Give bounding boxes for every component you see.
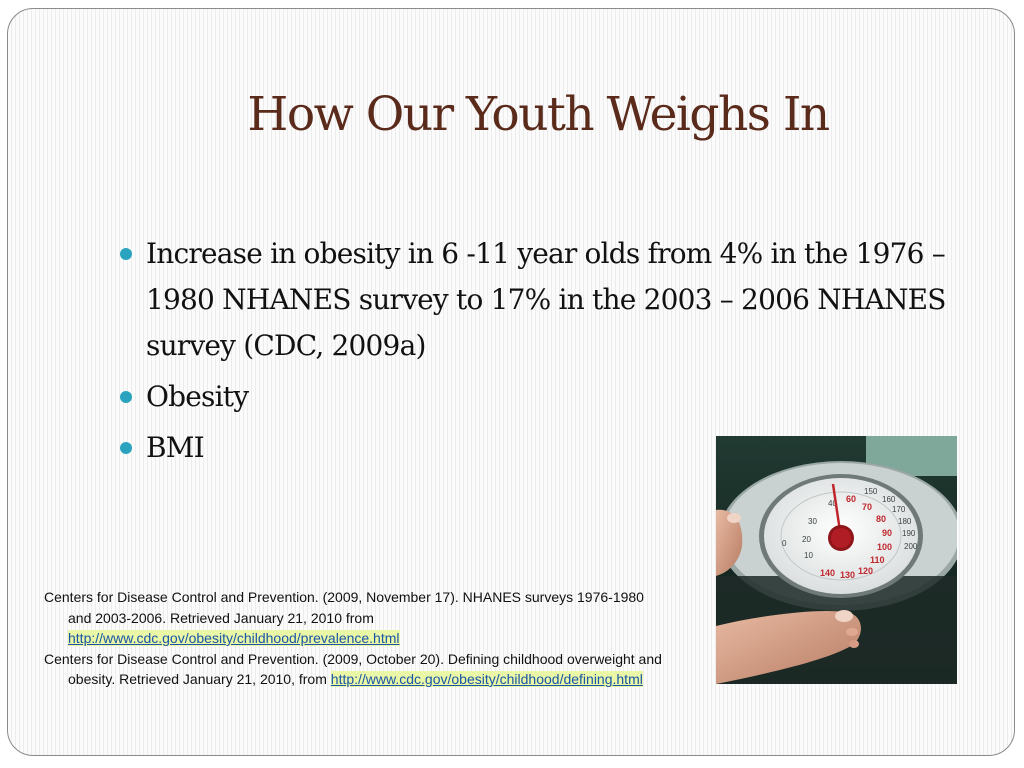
right-foot: [716, 610, 861, 684]
bullet-dot-icon: [120, 442, 132, 454]
dial-number: 180: [898, 517, 912, 526]
dial-number: 40: [828, 499, 837, 508]
reference-text: Centers for Disease Control and Preventi…: [44, 650, 662, 688]
dial-number: 130: [840, 570, 855, 580]
dial-number: 110: [870, 555, 885, 565]
bathroom-scale-image: 60 70 80 90 100 110 120 130 140 150 160 …: [716, 436, 957, 684]
slide-title: How Our Youth Weighs In: [247, 87, 830, 142]
slide: How Our Youth Weighs In Increase in obes…: [7, 8, 1015, 756]
dial-number: 160: [882, 495, 896, 504]
dial-number: 150: [864, 487, 878, 496]
dial-number: 10: [804, 551, 813, 560]
bullet-item: Increase in obesity in 6 -11 year olds f…: [120, 231, 980, 369]
bullet-text: Obesity: [146, 380, 249, 413]
reference-item: Centers for Disease Control and Preventi…: [44, 649, 664, 690]
dial-number: 90: [882, 528, 892, 538]
bullet-item: Obesity: [120, 374, 980, 420]
bullet-text: BMI: [146, 431, 205, 464]
scale-photo: 60 70 80 90 100 110 120 130 140 150 160 …: [716, 436, 957, 684]
dial-number: 70: [862, 502, 872, 512]
bullet-dot-icon: [120, 391, 132, 403]
dial-number: 60: [846, 494, 856, 504]
bullet-list: Increase in obesity in 6 -11 year olds f…: [120, 231, 980, 476]
dial-number: 120: [858, 566, 873, 576]
dial-number: 30: [808, 517, 817, 526]
dial-number: 140: [820, 568, 835, 578]
reference-text: Centers for Disease Control and Preventi…: [44, 589, 644, 626]
left-foot: [716, 509, 743, 576]
dial-number: 200: [904, 542, 918, 551]
reference-link[interactable]: http://www.cdc.gov/obesity/childhood/def…: [330, 671, 643, 687]
dial-number: 0: [782, 539, 787, 548]
bullet-dot-icon: [120, 248, 132, 260]
dial-number: 100: [877, 542, 892, 552]
references: Centers for Disease Control and Preventi…: [44, 587, 664, 690]
dial-number: 190: [902, 529, 916, 538]
dial-number: 20: [802, 535, 811, 544]
reference-link[interactable]: http://www.cdc.gov/obesity/childhood/pre…: [68, 630, 400, 646]
bullet-text: Increase in obesity in 6 -11 year olds f…: [146, 237, 946, 362]
scale-dial-numbers: 60 70 80 90 100 110 120 130 140: [820, 494, 892, 580]
dial-number: 170: [892, 505, 906, 514]
reference-item: Centers for Disease Control and Preventi…: [44, 587, 664, 649]
dial-number: 80: [876, 514, 886, 524]
bullet-item: BMI: [120, 425, 980, 471]
